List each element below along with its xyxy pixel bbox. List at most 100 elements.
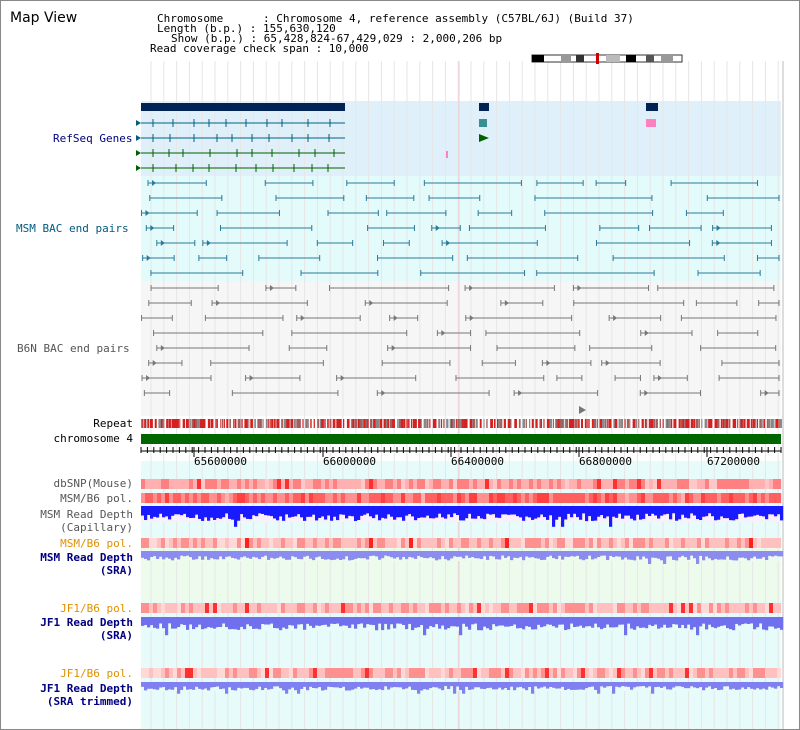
msm-depth-sra-bar — [711, 551, 715, 561]
dbsnp-cell — [709, 479, 714, 489]
msm-depth-sra-bar — [345, 551, 349, 557]
msm-b6-pol-cell — [417, 538, 422, 548]
jf1-b6-pol-cell — [561, 603, 566, 613]
msm-depth-capillary-bar — [213, 506, 217, 520]
jf1-b6-pol-cell — [233, 603, 238, 613]
jf1-b6-pol-cell — [633, 668, 638, 678]
msm-b6-pol-cell — [617, 493, 622, 503]
repeat-segment — [771, 419, 774, 428]
jf1-b6-pol-cell — [517, 668, 522, 678]
msm-depth-sra-bar — [624, 551, 628, 558]
msm-bac-pair-arrow — [145, 210, 150, 216]
jf1-depth-sra-bar — [312, 617, 316, 628]
msm-depth-capillary-bar — [522, 506, 526, 521]
msm-depth-capillary-bar — [555, 506, 559, 520]
jf1-b6-pol-cell — [737, 603, 742, 613]
dbsnp-cell — [145, 479, 150, 489]
jf1-depth-trimmed-bar — [399, 682, 403, 688]
track-label-msm-bac[interactable]: MSM BAC end pairs — [16, 222, 129, 235]
jf1-depth-trimmed-bar — [762, 682, 766, 689]
repeat-segment — [237, 419, 241, 428]
b6n-bac-pair-arrow — [577, 285, 582, 291]
repeat-segment — [580, 419, 583, 428]
msm-depth-capillary-bar — [636, 506, 640, 515]
dbsnp-cell — [389, 479, 394, 489]
msm-b6-pol-cell — [213, 538, 218, 548]
msm-depth-capillary-bar — [720, 506, 724, 517]
jf1-depth-sra-bar — [570, 617, 574, 624]
repeat-segment — [546, 419, 550, 428]
repeat-segment — [329, 419, 332, 428]
jf1-depth-trimmed-bar — [648, 682, 652, 687]
track-label-refseq[interactable]: RefSeq Genes — [53, 132, 133, 145]
msm-depth-sra-bar — [462, 551, 466, 559]
msm-depth-sra-bar — [666, 551, 670, 557]
jf1-b6-pol-cell — [649, 603, 654, 613]
jf1-depth-sra-bar — [549, 617, 553, 625]
track-label-b6n-bac[interactable]: B6N BAC end pairs — [17, 342, 130, 355]
repeat-segment — [434, 419, 437, 428]
jf1-depth-sra-bar — [366, 617, 370, 625]
dbsnp-cell — [437, 479, 442, 489]
jf1-b6-pol-cell — [501, 668, 506, 678]
repeat-segment — [564, 419, 568, 428]
msm-b6-pol-cell — [257, 538, 262, 548]
b6n-bac-pair-arrow — [340, 375, 345, 381]
repeat-segment — [673, 419, 677, 428]
msm-bac-pair-arrow — [716, 225, 721, 231]
msm-b6-pol-cell — [681, 538, 686, 548]
jf1-b6-pol-cell — [757, 668, 762, 678]
msm-b6-pol-cell — [577, 538, 582, 548]
jf1-b6-pol-cell — [157, 668, 162, 678]
jf1-depth-trimmed-bar — [384, 682, 388, 687]
repeat-segment — [310, 419, 312, 428]
repeat-segment — [440, 419, 443, 428]
jf1-depth-trimmed-bar — [654, 682, 658, 688]
jf1-depth-sra-bar — [780, 617, 784, 630]
jf1-depth-trimmed-bar — [615, 682, 619, 687]
jf1-depth-trimmed-bar — [174, 682, 178, 688]
repeat-segment — [722, 419, 725, 428]
jf1-b6-pol-cell — [433, 603, 438, 613]
dbsnp-cell — [209, 479, 214, 489]
msm-depth-sra-bar — [597, 551, 601, 558]
msm-b6-pol-cell — [377, 493, 382, 503]
msm-b6-pol-cell — [489, 493, 494, 503]
msm-depth-capillary-bar — [354, 506, 358, 522]
msm-b6-pol-cell — [213, 493, 218, 503]
jf1-depth-trimmed-bar — [339, 682, 343, 689]
repeat-segment — [728, 419, 731, 428]
jf1-b6-pol-cell — [405, 603, 410, 613]
msm-b6-pol-cell — [753, 493, 758, 503]
repeat-segment — [281, 419, 283, 428]
msm-bac-pair-arrow — [150, 225, 155, 231]
jf1-b6-pol-cell — [549, 668, 554, 678]
dbsnp-cell — [749, 479, 754, 489]
jf1-depth-trimmed-bar — [291, 682, 295, 688]
msm-depth-capillary-bar — [726, 506, 730, 519]
msm-bac-pair-arrow — [446, 240, 451, 246]
jf1-b6-pol-cell — [521, 603, 526, 613]
jf1-b6-pol-cell — [721, 668, 726, 678]
jf1-depth-sra-bar — [243, 617, 247, 630]
msm-b6-pol-cell — [389, 538, 394, 548]
jf1-b6-pol-cell — [237, 668, 242, 678]
jf1-depth-sra-bar — [627, 617, 631, 624]
repeat-segment — [423, 419, 427, 428]
jf1-depth-sra-bar — [621, 617, 625, 625]
jf1-depth-trimmed-bar — [408, 682, 412, 687]
msm-depth-capillary-bar — [531, 506, 535, 520]
msm-b6-pol-cell — [161, 493, 166, 503]
repeat-segment — [698, 419, 700, 428]
jf1-b6-pol-cell — [157, 603, 162, 613]
msm-depth-sra-bar — [660, 551, 664, 561]
msm-b6-pol-cell — [469, 493, 474, 503]
repeat-segment — [682, 419, 685, 428]
repeat-segment — [182, 419, 186, 428]
jf1-b6-pol-cell — [345, 603, 350, 613]
msm-b6-pol-cell — [717, 493, 722, 503]
repeat-segment — [203, 419, 206, 428]
msm-b6-pol-cell — [413, 493, 418, 503]
jf1-depth-trimmed-bar — [663, 682, 667, 687]
